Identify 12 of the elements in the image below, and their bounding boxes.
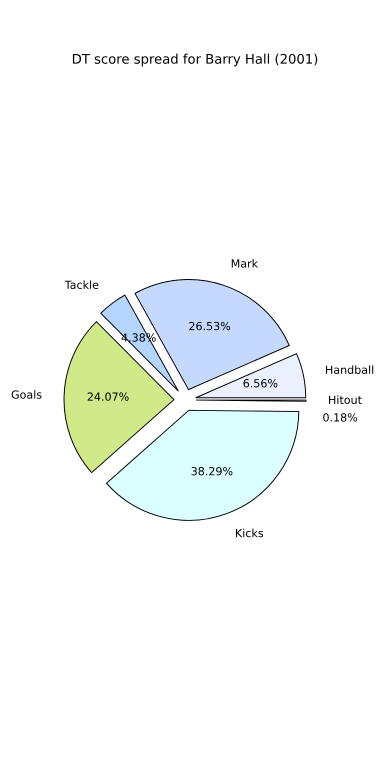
data-label: 24.07% [88,392,129,401]
slice-label: Goals [12,390,42,399]
data-label: 0.18% [323,413,358,422]
slice-label: Tackle [64,280,98,289]
slice-label: Kicks [236,528,264,538]
chart-title: DT score spread for Barry Hall (2001) [72,54,318,66]
slice-label: Handball [326,365,374,374]
slice-label: Hitout [329,395,362,404]
slice-label: Mark [232,259,258,268]
data-label: 6.56% [243,379,278,388]
data-label: 26.53% [189,322,230,330]
data-label: 38.29% [192,466,232,476]
